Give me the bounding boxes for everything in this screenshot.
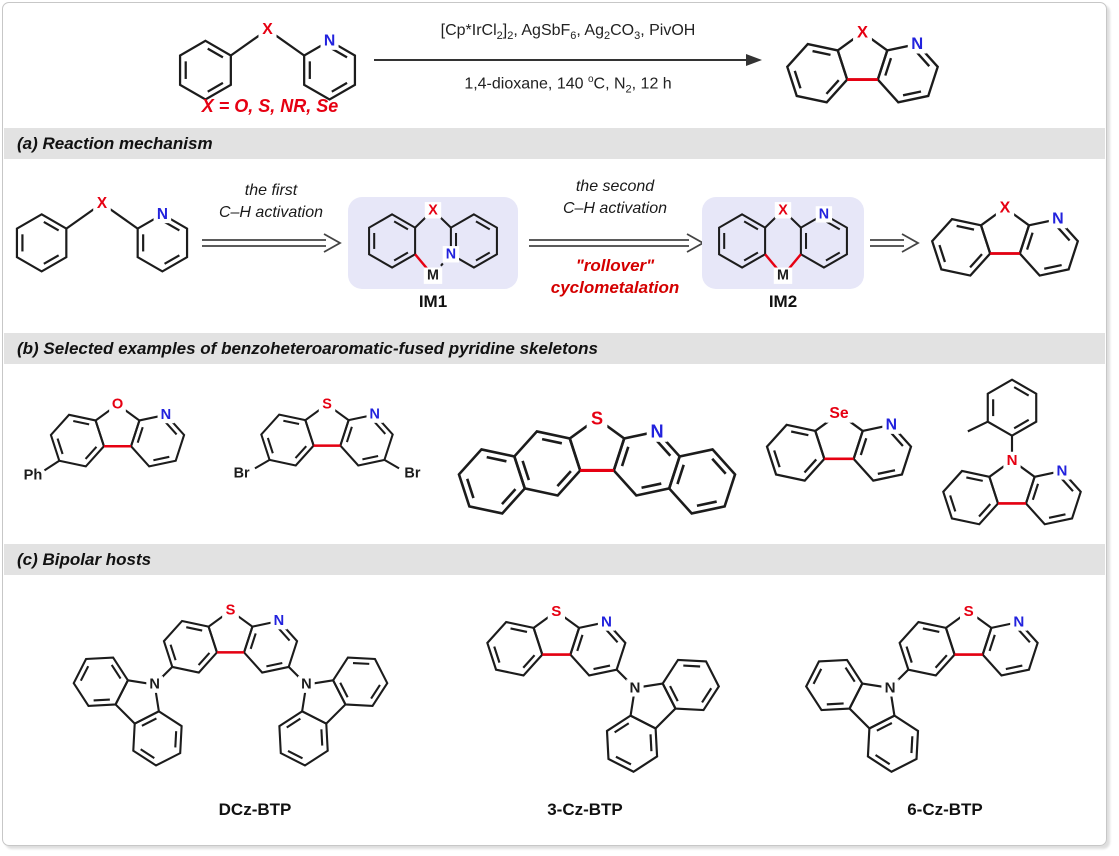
x-atom-label: X: [857, 23, 868, 41]
example-naphtho-thienoquinoline: S N: [452, 408, 742, 524]
n-atom-label: N: [1013, 614, 1024, 631]
carbazole-n-label: N: [885, 679, 896, 696]
rollover-label-line2: cyclometalation: [550, 278, 680, 297]
im2-caption: IM2: [768, 292, 798, 311]
im1-caption: IM1: [418, 292, 448, 311]
metal-atom-label: M: [427, 268, 439, 284]
example-ph-benzofuropyridine: O N Ph: [24, 396, 220, 484]
carbazole-n-label: N: [301, 677, 312, 693]
x-atom-label: X: [97, 195, 108, 212]
n-atom-label: N: [1052, 211, 1064, 228]
n-atom-label: N: [274, 613, 285, 629]
n-atom-label: N: [446, 246, 456, 262]
br-substituent-label: Br: [404, 466, 420, 482]
substituent-note: X = O, S, NR, Se: [201, 96, 339, 116]
metal-atom-label: M: [777, 268, 789, 284]
s-atom-label: S: [591, 409, 603, 429]
o-atom-label: O: [112, 397, 123, 413]
rollover-label-line1: "rollover": [575, 256, 655, 275]
dcz-btp-structure: S N N N: [58, 602, 403, 785]
conditions-line1: [Cp*IrCl2]2, AgSbF6, Ag2CO3, PivOH: [440, 22, 696, 43]
example-dibromo-benzothienopyridine: S N Br Br: [234, 396, 421, 482]
x-atom-label: X: [1000, 199, 1011, 216]
mechanism-product-structure: X N: [925, 198, 1085, 281]
x-atom-label: X: [778, 202, 788, 218]
br-substituent-label: Br: [234, 466, 250, 482]
n-atom-label: N: [324, 32, 335, 49]
phenyl-substituent-label: Ph: [24, 468, 43, 484]
figure-border: [2, 2, 1107, 846]
im1-structure: X N M: [368, 202, 498, 284]
open-arrow-3: [870, 233, 920, 253]
reaction-arrow: [374, 54, 762, 66]
3cz-btp-caption: 3-Cz-BTP: [547, 800, 623, 819]
dcz-btp-caption: DCz-BTP: [218, 800, 292, 819]
product-structure: X N: [780, 22, 945, 108]
3cz-btp-structure: S N N: [475, 602, 735, 792]
n-atom-label: N: [157, 206, 168, 223]
x-atom-label: X: [262, 21, 273, 38]
conditions-line2: 1,4-dioxane, 140 oC, N2, 12 h: [464, 74, 672, 96]
s-atom-label: S: [964, 603, 974, 620]
n-atom-label: N: [370, 407, 380, 423]
im2-highlight-box: X N M: [702, 197, 864, 289]
section-c-header: (c) Bipolar hosts: [4, 544, 1105, 575]
n-atom-label: N: [1057, 463, 1068, 480]
mechanism-substrate-structure: X N: [15, 194, 189, 273]
im2-structure: X N M: [718, 202, 848, 284]
6cz-btp-caption: 6-Cz-BTP: [907, 800, 983, 819]
n-atom-label: N: [819, 206, 829, 222]
substrate-structure: X N: [178, 20, 357, 101]
section-b-header: (b) Selected examples of benzoheteroarom…: [4, 333, 1105, 364]
im1-highlight-box: X N M: [348, 197, 518, 289]
n-atom-label: N: [886, 416, 897, 433]
example-n-tolyl-pyridocarbazole: N N: [928, 378, 1096, 536]
n-atom-label: N: [651, 421, 664, 441]
second-ch-activation-label-line2: C–H activation: [562, 200, 668, 217]
section-a-header: (a) Reaction mechanism: [4, 128, 1105, 159]
example-benzoselenophenopyridine: Se N: [760, 404, 918, 486]
first-ch-activation-label-line2: C–H activation: [218, 204, 324, 221]
carbazole-n-label: N: [629, 679, 640, 696]
open-arrow-1: [202, 233, 342, 253]
x-atom-label: X: [428, 202, 438, 218]
n-atom-label: N: [601, 614, 612, 631]
n-atom-label: N: [161, 407, 172, 423]
s-atom-label: S: [551, 603, 561, 620]
s-atom-label: S: [226, 603, 236, 619]
s-atom-label: S: [322, 396, 332, 412]
6cz-btp-structure: S N N: [790, 602, 1050, 792]
first-ch-activation-label-line1: the first: [244, 182, 298, 199]
se-atom-label: Se: [829, 405, 849, 422]
n-atom-label: N: [911, 35, 923, 53]
second-ch-activation-label-line1: the second: [575, 178, 655, 195]
open-arrow-2: [529, 233, 705, 253]
carbazole-n-label: N: [149, 677, 160, 693]
nr-atom-label: N: [1007, 452, 1018, 469]
